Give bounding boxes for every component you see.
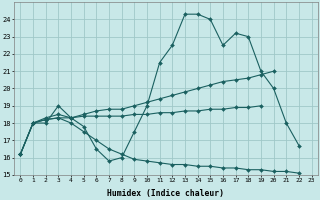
X-axis label: Humidex (Indice chaleur): Humidex (Indice chaleur) [108,189,225,198]
